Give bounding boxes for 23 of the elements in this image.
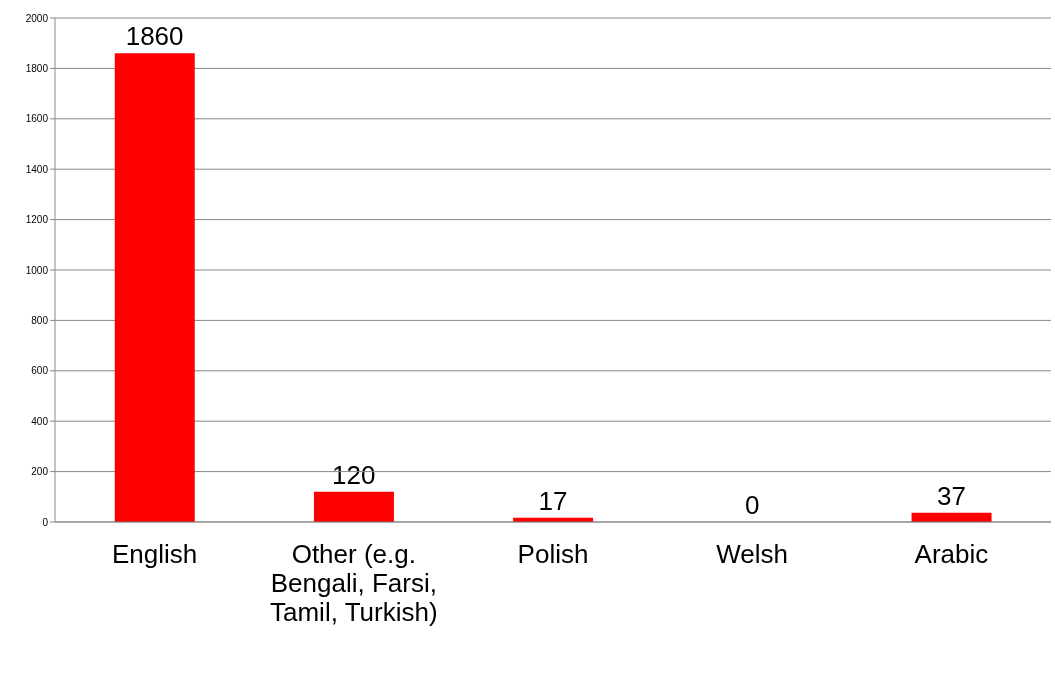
y-tick-label: 600 [31,365,49,377]
y-tick-label: 1800 [25,62,49,74]
bar [114,53,195,522]
x-tick-label: Other (e.g. Bengali, Farsi, Tamil, Turkish) [270,539,438,627]
x-tick-label: Arabic [914,539,989,570]
data-label: 120 [332,459,376,490]
y-tick-label: 800 [31,314,49,326]
x-tick-label: English [111,539,198,570]
y-tick-label: 1400 [25,163,49,175]
y-tick-label: 1600 [25,113,49,125]
y-tick-label: 1000 [25,264,49,276]
data-label: 1860 [125,21,184,52]
bar [313,491,394,522]
data-label: 37 [936,480,966,511]
y-tick-label: 400 [31,415,49,427]
y-tick-label: 0 [42,516,49,528]
x-tick-label: Welsh [716,539,789,570]
y-tick-label: 200 [31,466,49,478]
y-tick-label: 2000 [25,12,49,24]
data-label: 17 [538,485,568,516]
x-tick-label: Polish [517,539,589,570]
data-label: 0 [744,490,760,520]
y-tick-label: 1200 [25,214,49,226]
